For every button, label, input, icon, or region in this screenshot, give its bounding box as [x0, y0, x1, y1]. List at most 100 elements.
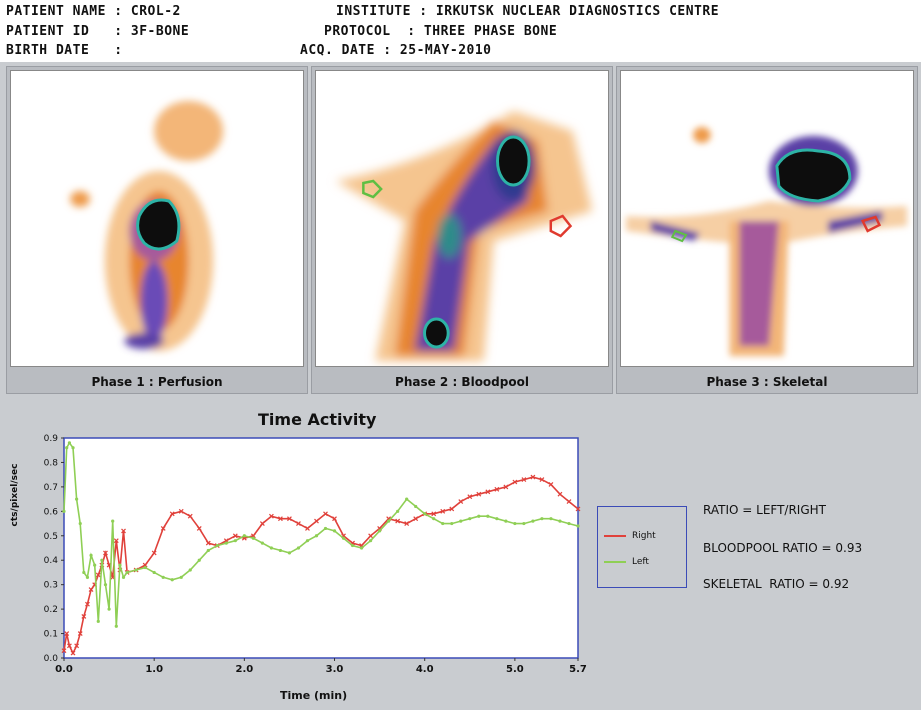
data-point-left	[85, 575, 90, 579]
data-point-left	[576, 524, 580, 528]
data-point-right	[512, 479, 518, 485]
protocol: PROTOCOL : THREE PHASE BONE	[324, 24, 558, 39]
data-point-left	[567, 521, 571, 526]
data-point-left	[224, 541, 228, 545]
data-point-left	[423, 512, 427, 516]
data-point-right	[81, 614, 87, 619]
data-point-left	[396, 509, 400, 513]
data-point-left	[477, 514, 481, 518]
data-point-right	[205, 540, 211, 546]
data-point-left	[188, 568, 192, 572]
phase1-scan-image	[10, 70, 304, 367]
data-point-left	[368, 539, 373, 543]
x-tick-label: 3.0	[326, 664, 344, 675]
data-point-right	[413, 516, 419, 522]
x-tick-label: 0.0	[55, 664, 73, 675]
data-point-right	[103, 550, 108, 556]
data-point-right	[277, 516, 283, 522]
data-point-left	[65, 446, 69, 450]
data-point-left	[62, 509, 66, 513]
data-point-left	[67, 441, 72, 445]
bloodpool-ratio: BLOODPOOL RATIO = 0.93	[703, 541, 863, 555]
legend-right-label: Right	[632, 531, 656, 541]
phase1-caption: Phase 1 : Perfusion	[91, 375, 223, 389]
data-point-left	[314, 534, 319, 538]
data-point-right	[142, 562, 148, 568]
data-point-right	[113, 538, 119, 544]
data-point-right	[61, 648, 67, 654]
data-point-right	[440, 508, 446, 514]
data-point-left	[100, 558, 104, 562]
data-point-left	[323, 526, 328, 531]
data-point-right	[77, 631, 83, 636]
phase2-panel[interactable]: Phase 2 : Bloodpool	[311, 66, 613, 394]
data-point-right	[476, 491, 482, 497]
data-point-left	[89, 553, 93, 557]
data-point-left	[242, 534, 246, 538]
data-point-left	[251, 536, 255, 540]
data-point-right	[160, 526, 166, 531]
phase2-scan-image	[315, 70, 609, 367]
data-point-left	[540, 517, 544, 521]
data-point-left	[152, 570, 156, 575]
data-point-left	[441, 521, 445, 526]
data-point-left	[233, 539, 237, 543]
data-point-right	[151, 550, 157, 556]
y-tick-label: 0.2	[44, 605, 58, 615]
data-point-left	[107, 607, 111, 611]
data-point-left	[350, 543, 355, 548]
data-point-right	[530, 474, 536, 480]
data-point-right	[66, 643, 72, 649]
data-point-right	[121, 528, 126, 534]
skeletal-ratio: SKELETAL RATIO = 0.92	[703, 577, 850, 591]
data-point-right	[566, 499, 572, 504]
data-point-left	[495, 517, 499, 521]
data-point-right	[467, 494, 473, 500]
data-point-left	[549, 517, 553, 521]
data-point-right	[575, 506, 581, 512]
data-point-left	[111, 519, 115, 523]
data-point-right	[494, 486, 500, 492]
data-point-left	[278, 548, 283, 553]
data-point-right	[485, 489, 491, 495]
data-point-right	[74, 643, 80, 649]
y-tick-label: 0.5	[44, 532, 58, 542]
data-point-left	[125, 570, 129, 575]
x-tick-label: 1.0	[145, 664, 163, 675]
x-tick-label: 4.0	[416, 664, 434, 675]
phase3-scan-image	[620, 70, 914, 367]
data-point-left	[71, 446, 75, 450]
legend-right-line	[604, 535, 626, 537]
data-point-left	[504, 519, 508, 523]
data-point-left	[103, 583, 108, 587]
legend-left: Left	[604, 555, 649, 569]
acq-date: ACQ. DATE : 25-MAY-2010	[300, 43, 492, 58]
legend-left-line	[604, 561, 626, 563]
data-point-left	[450, 521, 454, 526]
data-point-left	[170, 578, 174, 582]
institute: INSTITUTE : IRKUTSK NUCLEAR DIAGNOSTICS …	[336, 4, 720, 19]
data-point-right	[332, 516, 337, 522]
data-point-right	[70, 650, 76, 656]
chart-legend: Right Left	[597, 506, 687, 588]
data-point-left	[197, 558, 201, 562]
data-point-left	[118, 563, 122, 567]
patient-id: PATIENT ID : 3F-BONE	[6, 24, 190, 39]
data-point-left	[459, 519, 463, 523]
y-tick-label: 0.0	[44, 654, 59, 664]
data-point-right	[323, 511, 328, 517]
data-point-left	[114, 624, 118, 628]
data-point-right	[404, 521, 410, 526]
phase2-caption: Phase 2 : Bloodpool	[395, 375, 529, 389]
data-point-right	[503, 484, 509, 490]
phase3-panel[interactable]: Phase 3 : Skeletal	[616, 66, 918, 394]
data-point-left	[121, 575, 126, 579]
data-point-right	[85, 601, 90, 607]
data-point-left	[179, 575, 183, 579]
data-point-left	[143, 565, 147, 570]
y-tick-label: 0.4	[44, 556, 59, 566]
phase1-panel[interactable]: Phase 1 : Perfusion	[6, 66, 308, 394]
data-point-right	[296, 521, 301, 526]
data-point-left	[486, 514, 490, 518]
x-tick-label: 2.0	[235, 664, 253, 675]
